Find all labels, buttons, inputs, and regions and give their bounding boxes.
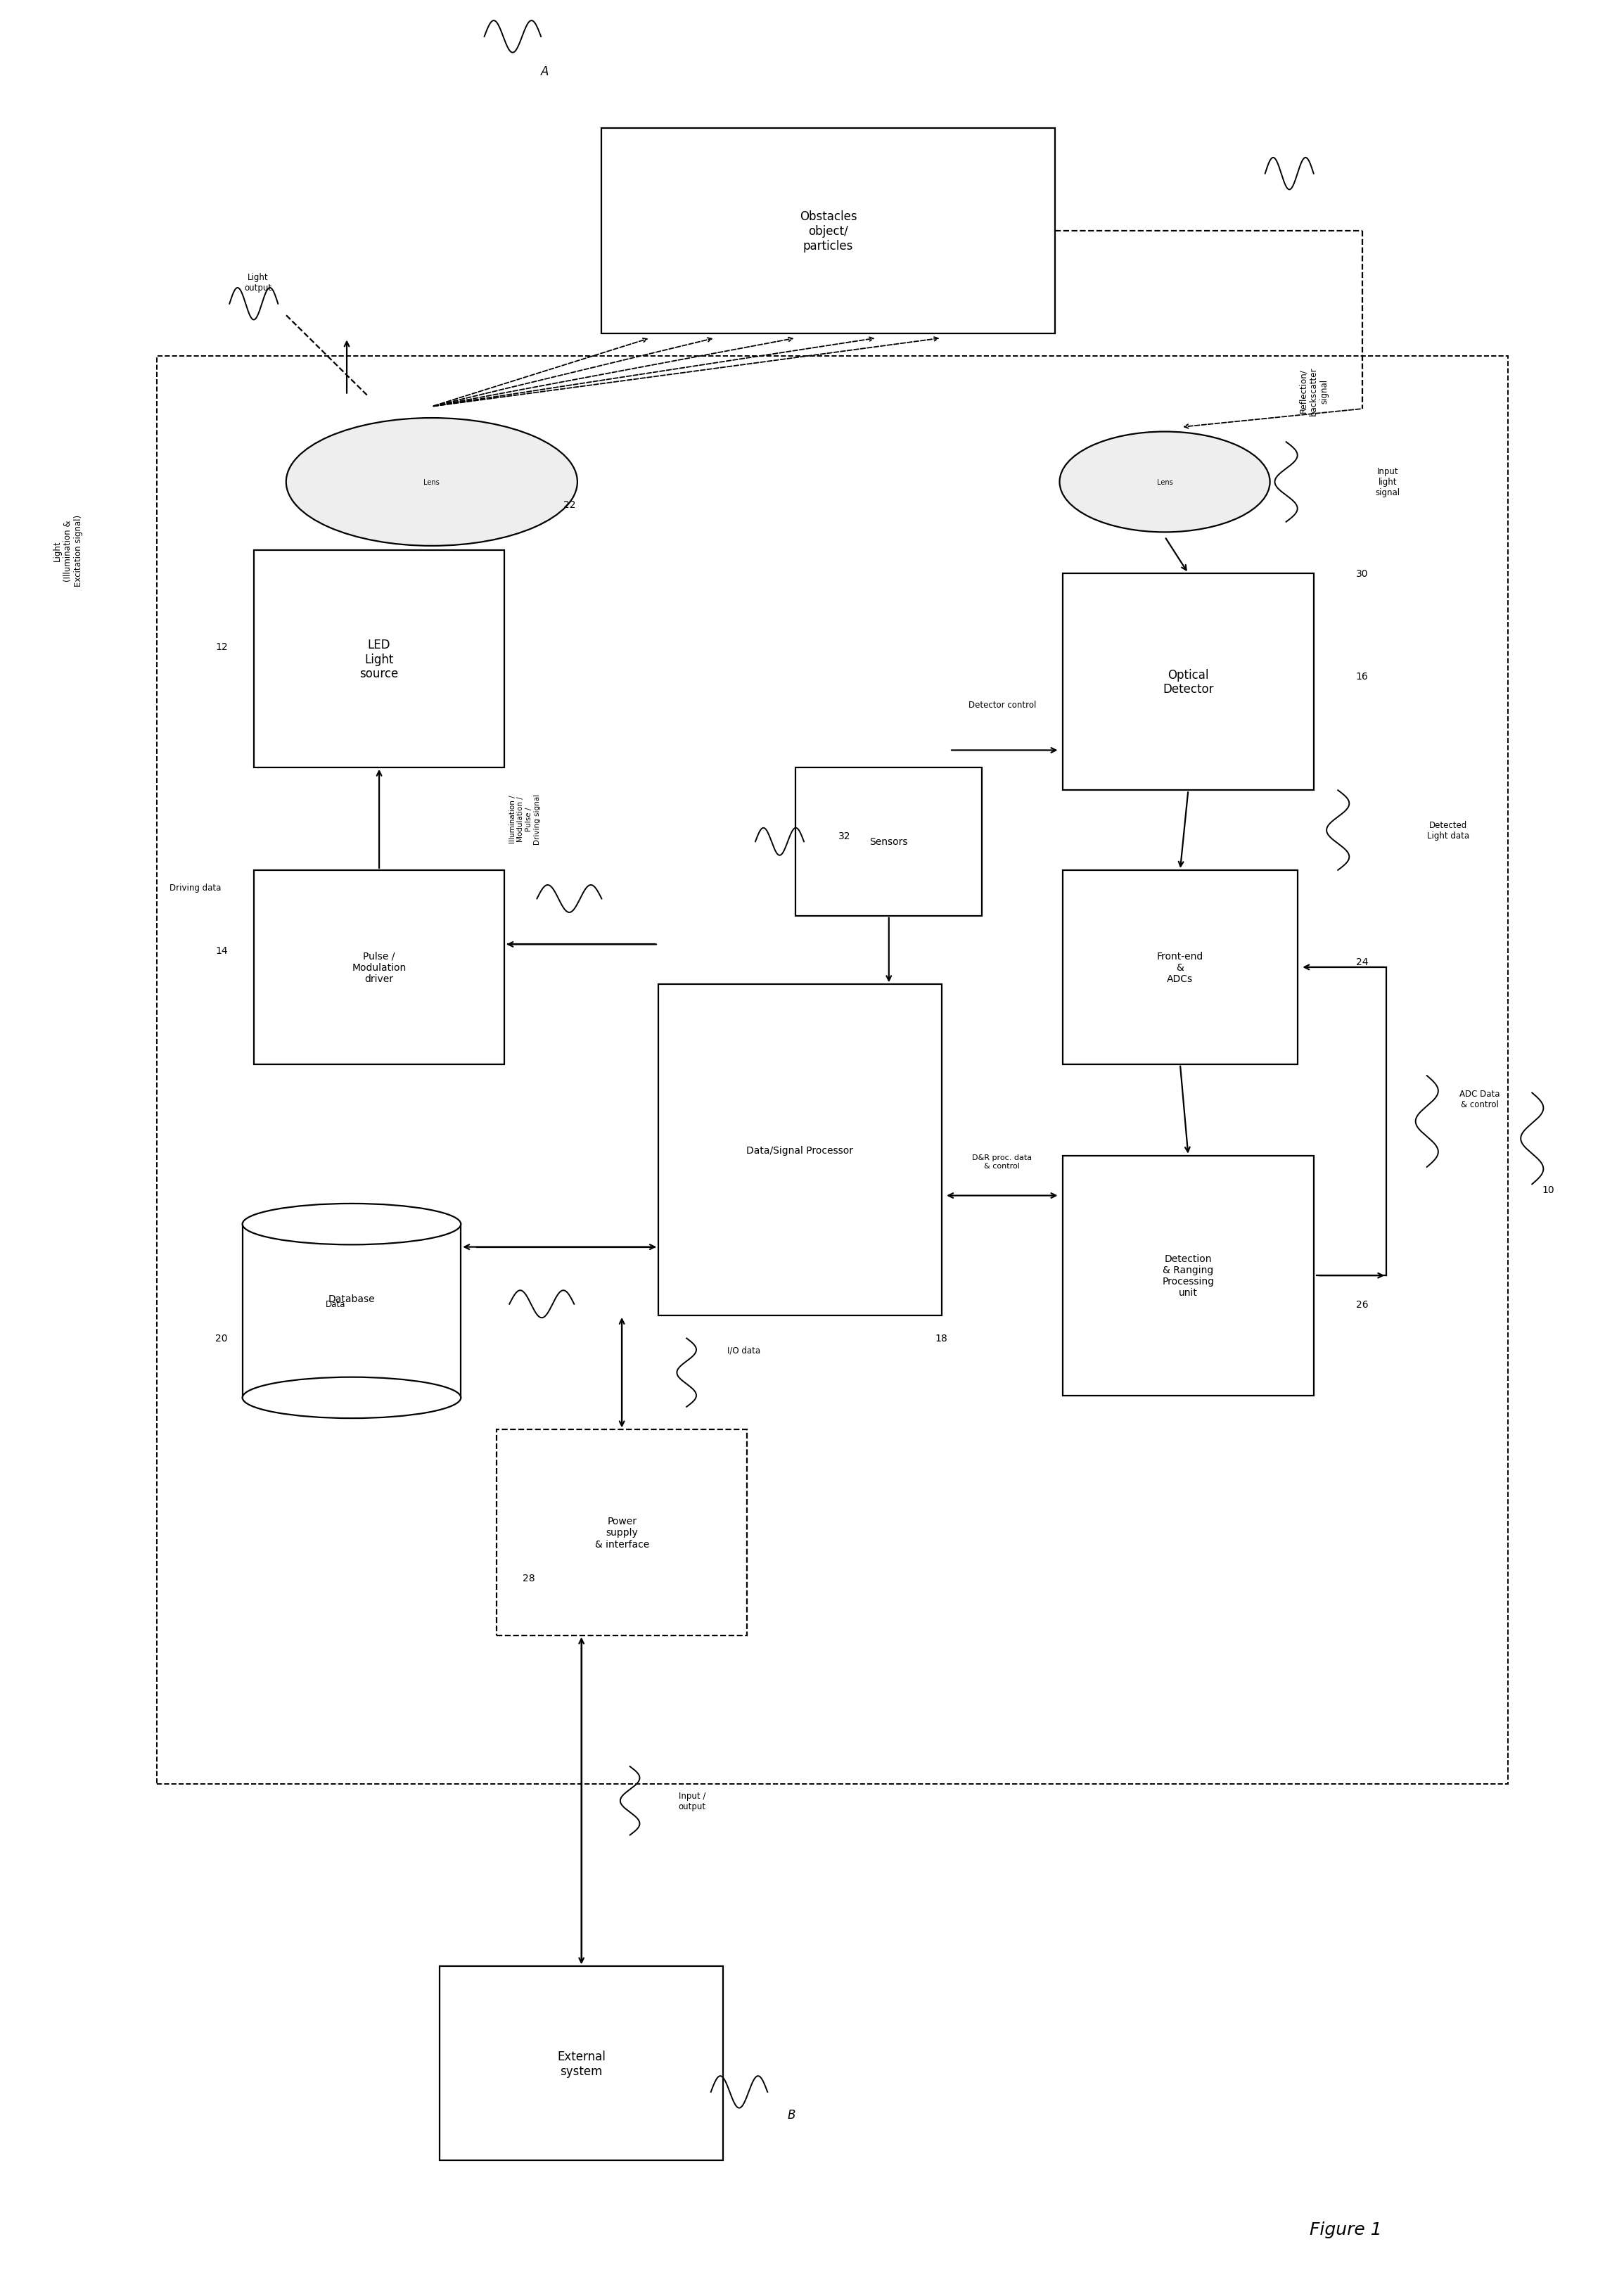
Text: 20: 20: [216, 1334, 227, 1344]
Text: 22: 22: [564, 501, 575, 510]
Text: Data: Data: [325, 1300, 346, 1309]
Text: Front-end
&
ADCs: Front-end & ADCs: [1156, 952, 1203, 984]
Text: Light
output: Light output: [244, 272, 271, 293]
Text: Detection
& Ranging
Processing
unit: Detection & Ranging Processing unit: [1163, 1254, 1215, 1298]
Text: 30: 30: [1356, 568, 1369, 579]
Text: Driving data: Driving data: [171, 884, 221, 893]
Text: Input /
output: Input / output: [679, 1790, 706, 1811]
Text: 32: 32: [838, 831, 851, 840]
Text: 14: 14: [216, 945, 227, 955]
Ellipse shape: [242, 1378, 461, 1419]
Text: Illumination /
Modulation /
Pulse /
Driving signal: Illumination / Modulation / Pulse / Driv…: [508, 794, 541, 845]
Ellipse shape: [242, 1204, 461, 1245]
Bar: [253, 870, 505, 1064]
Bar: [242, 1225, 461, 1399]
Text: Obstacles
object/
particles: Obstacles object/ particles: [799, 211, 857, 252]
Text: 12: 12: [216, 641, 227, 652]
Text: Light
(Illumination &
Excitation signal): Light (Illumination & Excitation signal): [52, 515, 83, 586]
Text: Sensors: Sensors: [870, 838, 908, 847]
Ellipse shape: [286, 419, 578, 547]
Bar: [1062, 575, 1314, 790]
Bar: [156, 357, 1507, 1783]
Ellipse shape: [1059, 433, 1270, 533]
Text: Data/Signal Processor: Data/Signal Processor: [747, 1144, 853, 1156]
Text: External
system: External system: [557, 2051, 606, 2076]
Text: Pulse /
Modulation
driver: Pulse / Modulation driver: [352, 952, 406, 984]
Text: Reflection/
backscatter
signal: Reflection/ backscatter signal: [1299, 366, 1328, 417]
Text: Figure 1: Figure 1: [1311, 2220, 1382, 2236]
Text: Detected
Light data: Detected Light data: [1427, 822, 1470, 840]
Text: 26: 26: [1356, 1300, 1369, 1309]
Text: 28: 28: [523, 1573, 534, 1584]
Text: Power
supply
& interface: Power supply & interface: [594, 1515, 650, 1550]
Text: B: B: [788, 2108, 796, 2122]
Text: 24: 24: [1356, 957, 1369, 966]
Bar: [497, 1431, 747, 1634]
Text: Lens: Lens: [424, 478, 440, 485]
Text: D&R proc. data
& control: D&R proc. data & control: [973, 1154, 1033, 1170]
Bar: [601, 128, 1054, 334]
Text: Optical
Detector: Optical Detector: [1163, 668, 1213, 696]
Text: I/O data: I/O data: [728, 1346, 760, 1355]
Bar: [1062, 1156, 1314, 1396]
Bar: [796, 767, 983, 916]
Text: ADC Data
& control: ADC Data & control: [1460, 1090, 1499, 1108]
Text: 16: 16: [1356, 671, 1369, 682]
Bar: [658, 984, 942, 1316]
Text: 18: 18: [935, 1334, 948, 1344]
Text: Detector control: Detector control: [968, 700, 1036, 710]
Bar: [253, 552, 505, 767]
Bar: [1062, 870, 1298, 1064]
Bar: [440, 1966, 723, 2161]
Text: A: A: [541, 64, 549, 78]
Text: 10: 10: [1543, 1186, 1554, 1195]
Text: Input
light
signal: Input light signal: [1376, 467, 1400, 497]
Text: LED
Light
source: LED Light source: [361, 639, 398, 680]
Text: Lens: Lens: [1156, 478, 1173, 485]
Text: Database: Database: [328, 1293, 375, 1302]
